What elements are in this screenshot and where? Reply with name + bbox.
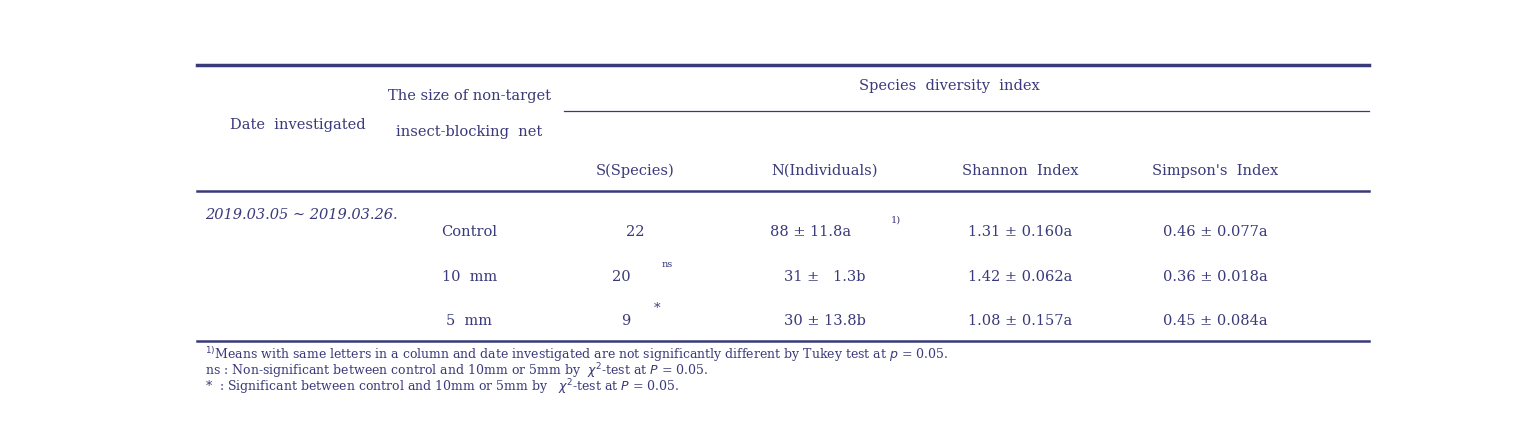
Text: 1.08 ± 0.157a: 1.08 ± 0.157a [967, 314, 1073, 328]
Text: *: * [654, 303, 660, 315]
Text: $^{1)}$Means with same letters in a column and date investigated are not signifi: $^{1)}$Means with same letters in a colu… [205, 346, 949, 365]
Text: 30 ± 13.8b: 30 ± 13.8b [784, 314, 865, 328]
Text: Simpson's  Index: Simpson's Index [1152, 164, 1279, 178]
Text: 1): 1) [891, 216, 902, 225]
Text: 22: 22 [626, 225, 645, 239]
Text: N(Individuals): N(Individuals) [772, 164, 877, 178]
Text: 1.42 ± 0.062a: 1.42 ± 0.062a [967, 270, 1073, 284]
Text: Control: Control [442, 225, 497, 239]
Text: *  : Significant between control and 10mm or 5mm by   $\chi^2$-test at $P$ = 0.0: * : Significant between control and 10mm… [205, 377, 680, 396]
Text: 1.31 ± 0.160a: 1.31 ± 0.160a [967, 225, 1073, 239]
Text: ns : Non-significant between control and 10mm or 5mm by  $\chi^2$-test at $P$ = : ns : Non-significant between control and… [205, 361, 709, 381]
Text: 0.45 ± 0.084a: 0.45 ± 0.084a [1163, 314, 1268, 328]
Text: insect-blocking  net: insect-blocking net [396, 124, 542, 139]
Text: 31 ±   1.3b: 31 ± 1.3b [784, 270, 865, 284]
Text: 10  mm: 10 mm [442, 270, 497, 284]
Text: 9: 9 [620, 314, 630, 328]
Text: 88 ± 11.8a: 88 ± 11.8a [770, 225, 851, 239]
Text: 0.36 ± 0.018a: 0.36 ± 0.018a [1163, 270, 1268, 284]
Text: Shannon  Index: Shannon Index [961, 164, 1079, 178]
Text: The size of non-target: The size of non-target [388, 89, 550, 103]
Text: Species  diversity  index: Species diversity index [859, 78, 1039, 93]
Text: 2019.03.05 ∼ 2019.03.26.: 2019.03.05 ∼ 2019.03.26. [205, 208, 397, 222]
Text: 20: 20 [611, 270, 630, 284]
Text: S(Species): S(Species) [596, 163, 674, 178]
Text: 0.46 ± 0.077a: 0.46 ± 0.077a [1163, 225, 1268, 239]
Text: ns: ns [662, 260, 672, 269]
Text: Date  investigated: Date investigated [229, 118, 365, 132]
Text: 5  mm: 5 mm [446, 314, 492, 328]
